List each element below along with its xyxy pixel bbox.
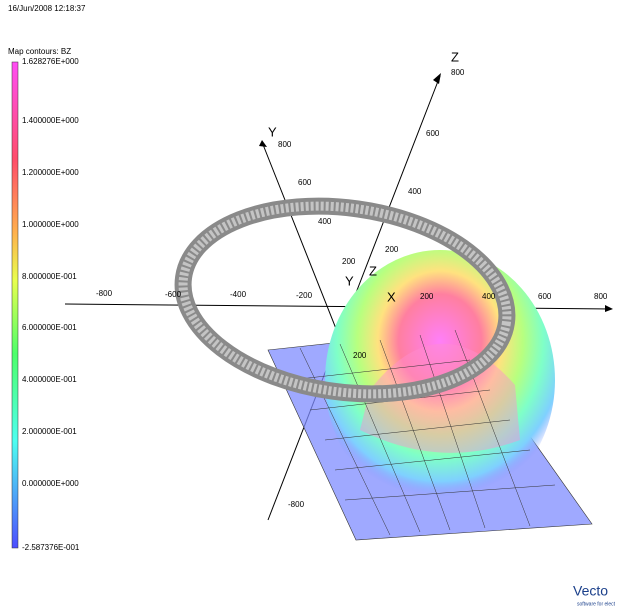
x-tick-label: 200 xyxy=(420,292,434,301)
y-tick-label: 200 xyxy=(342,257,356,266)
origin-z-label: Z xyxy=(369,263,377,278)
legend-label: 6.000000E-001 xyxy=(22,323,77,332)
legend-label: 1.400000E+000 xyxy=(22,116,79,125)
z-tick-label: 400 xyxy=(408,187,422,196)
x-tick-label: -200 xyxy=(296,291,313,300)
x-tick-label: 800 xyxy=(594,292,608,301)
x-arrow xyxy=(605,305,613,312)
legend-label: 1.628276E+000 xyxy=(22,57,79,66)
z-tick-labels: 800 600 400 200 xyxy=(385,68,465,254)
z-arrow xyxy=(433,73,441,84)
x-tick-labels: -800 -600 -400 -200 200 400 600 800 xyxy=(96,289,608,301)
timestamp: 16/Jun/2008 12:18:37 xyxy=(8,4,86,13)
y-arrow xyxy=(259,140,267,147)
x-axis-label: X xyxy=(387,289,396,304)
x-tick-label: -400 xyxy=(230,290,247,299)
legend-label: 4.000000E-001 xyxy=(22,375,77,384)
logo: Vecto xyxy=(573,583,608,599)
x-tick-label: 400 xyxy=(482,292,496,301)
y-tick-label: 400 xyxy=(318,217,332,226)
z-tick-label: 800 xyxy=(451,68,465,77)
legend-title: Map contours: BZ xyxy=(8,47,71,56)
x-tick-label: 600 xyxy=(538,292,552,301)
legend-label: 2.000000E-001 xyxy=(22,427,77,436)
legend-label: -2.587376E-001 xyxy=(22,543,80,552)
legend-label: 1.000000E+000 xyxy=(22,220,79,229)
legend-label: 1.200000E+000 xyxy=(22,168,79,177)
y-tick-label: 800 xyxy=(278,140,292,149)
y-tick-label: 200 xyxy=(353,351,367,360)
x-tick-label: -600 xyxy=(165,290,182,299)
z-tick-label: 200 xyxy=(385,245,399,254)
y-tick-label: -800 xyxy=(288,500,305,509)
coil-ring-texture xyxy=(178,201,512,399)
x-tick-label: -800 xyxy=(96,289,113,298)
y-axis-label: Y xyxy=(268,124,277,139)
origin-y-label: Y xyxy=(345,273,354,288)
logo-tagline: software for elect xyxy=(577,601,616,607)
y-tick-labels: 800 600 400 200 200 -800 xyxy=(278,140,367,509)
color-bar xyxy=(11,61,19,549)
legend-labels: 1.628276E+000 1.400000E+000 1.200000E+00… xyxy=(22,57,80,552)
legend-label: 0.000000E+000 xyxy=(22,479,79,488)
z-tick-label: 600 xyxy=(426,129,440,138)
y-tick-label: 600 xyxy=(298,178,312,187)
z-axis-label: Z xyxy=(451,49,459,64)
legend-label: 8.000000E-001 xyxy=(22,272,77,281)
